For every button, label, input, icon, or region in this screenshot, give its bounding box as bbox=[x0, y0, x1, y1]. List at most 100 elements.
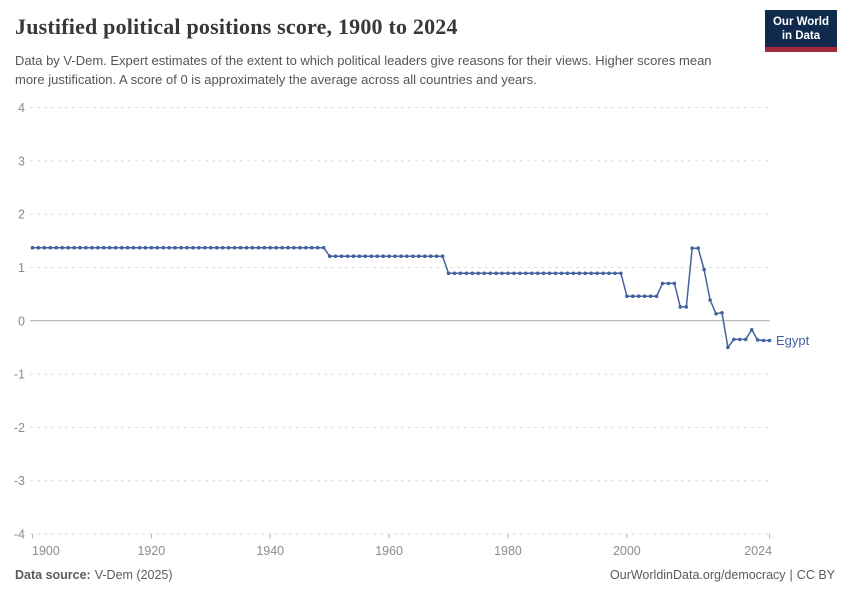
data-point[interactable] bbox=[72, 245, 76, 250]
data-point[interactable] bbox=[642, 294, 647, 299]
data-point[interactable] bbox=[167, 245, 171, 250]
data-point[interactable] bbox=[345, 254, 350, 258]
data-point[interactable] bbox=[339, 254, 344, 258]
data-point[interactable] bbox=[256, 245, 261, 250]
data-point[interactable] bbox=[428, 254, 433, 258]
data-point[interactable] bbox=[726, 345, 730, 350]
data-point[interactable] bbox=[589, 271, 593, 276]
data-point[interactable] bbox=[613, 271, 617, 276]
data-point[interactable] bbox=[262, 245, 267, 250]
data-point[interactable] bbox=[274, 245, 279, 250]
data-point[interactable] bbox=[411, 254, 415, 258]
data-point[interactable] bbox=[738, 337, 742, 342]
data-point[interactable] bbox=[732, 337, 736, 342]
data-point[interactable] bbox=[84, 245, 88, 250]
data-point[interactable] bbox=[78, 245, 82, 250]
data-point[interactable] bbox=[54, 245, 59, 250]
data-point[interactable] bbox=[393, 254, 397, 258]
data-point[interactable] bbox=[66, 245, 70, 250]
data-point[interactable] bbox=[179, 245, 183, 250]
data-point[interactable] bbox=[559, 271, 564, 276]
data-point[interactable] bbox=[304, 245, 308, 250]
data-point[interactable] bbox=[601, 271, 605, 276]
data-point[interactable] bbox=[36, 245, 41, 250]
data-point[interactable] bbox=[215, 245, 219, 250]
data-point[interactable] bbox=[470, 271, 475, 276]
data-point[interactable] bbox=[268, 245, 273, 250]
data-point[interactable] bbox=[286, 245, 290, 250]
data-point[interactable] bbox=[565, 271, 570, 276]
data-point[interactable] bbox=[298, 245, 302, 250]
data-point[interactable] bbox=[131, 245, 136, 250]
data-point[interactable] bbox=[357, 254, 362, 258]
data-point[interactable] bbox=[209, 245, 213, 250]
data-point[interactable] bbox=[316, 245, 320, 250]
data-point[interactable] bbox=[220, 245, 225, 250]
data-point[interactable] bbox=[571, 271, 576, 276]
data-point[interactable] bbox=[280, 245, 284, 250]
data-point[interactable] bbox=[232, 245, 237, 250]
data-point[interactable] bbox=[553, 271, 558, 276]
data-point[interactable] bbox=[714, 312, 718, 316]
data-point[interactable] bbox=[125, 245, 130, 250]
data-point[interactable] bbox=[387, 254, 391, 258]
data-point[interactable] bbox=[381, 254, 386, 258]
data-point[interactable] bbox=[226, 245, 231, 250]
data-point[interactable] bbox=[464, 271, 469, 276]
data-point[interactable] bbox=[143, 245, 148, 250]
data-point[interactable] bbox=[108, 245, 112, 250]
data-point[interactable] bbox=[684, 305, 689, 309]
data-point[interactable] bbox=[191, 245, 195, 250]
data-point[interactable] bbox=[310, 245, 314, 250]
data-point[interactable] bbox=[440, 254, 445, 258]
data-point[interactable] bbox=[417, 254, 421, 258]
data-point[interactable] bbox=[363, 254, 368, 258]
data-point[interactable] bbox=[48, 245, 53, 250]
data-point[interactable] bbox=[494, 271, 498, 276]
data-point[interactable] bbox=[137, 245, 142, 250]
data-point[interactable] bbox=[405, 254, 409, 258]
data-point[interactable] bbox=[660, 281, 665, 286]
data-point[interactable] bbox=[42, 245, 47, 250]
data-point[interactable] bbox=[541, 271, 546, 276]
series-line[interactable] bbox=[32, 246, 770, 349]
data-point[interactable] bbox=[530, 271, 534, 276]
data-point[interactable] bbox=[767, 338, 772, 343]
data-point[interactable] bbox=[197, 245, 201, 250]
data-point[interactable] bbox=[535, 271, 540, 276]
data-point[interactable] bbox=[672, 281, 677, 286]
data-point[interactable] bbox=[244, 245, 249, 250]
data-point[interactable] bbox=[506, 271, 510, 276]
data-point[interactable] bbox=[743, 337, 748, 342]
data-point[interactable] bbox=[30, 245, 35, 250]
data-point[interactable] bbox=[518, 271, 522, 276]
data-point[interactable] bbox=[113, 245, 118, 250]
data-point[interactable] bbox=[577, 271, 582, 276]
data-point[interactable] bbox=[60, 245, 64, 250]
data-point[interactable] bbox=[482, 271, 487, 276]
data-point[interactable] bbox=[321, 245, 326, 250]
data-point[interactable] bbox=[702, 267, 706, 272]
data-point[interactable] bbox=[185, 245, 189, 250]
data-point[interactable] bbox=[749, 328, 754, 332]
data-point[interactable] bbox=[423, 254, 427, 258]
owid-logo[interactable]: Our World in Data bbox=[764, 10, 837, 52]
data-point[interactable] bbox=[648, 294, 653, 299]
data-point[interactable] bbox=[512, 271, 516, 276]
data-point[interactable] bbox=[173, 245, 177, 250]
data-point[interactable] bbox=[595, 271, 599, 276]
data-point[interactable] bbox=[149, 245, 154, 250]
owid-url-link[interactable]: OurWorldinData.org/democracy bbox=[610, 568, 786, 582]
data-point[interactable] bbox=[90, 245, 94, 250]
data-point[interactable] bbox=[155, 245, 160, 250]
data-point[interactable] bbox=[488, 271, 493, 276]
data-point[interactable] bbox=[583, 271, 588, 276]
data-point[interactable] bbox=[292, 245, 296, 250]
license-link[interactable]: CC BY bbox=[796, 568, 835, 582]
data-point[interactable] bbox=[238, 245, 243, 250]
data-point[interactable] bbox=[452, 271, 457, 276]
data-point[interactable] bbox=[476, 271, 481, 276]
data-point[interactable] bbox=[446, 271, 451, 276]
data-point[interactable] bbox=[547, 271, 552, 276]
